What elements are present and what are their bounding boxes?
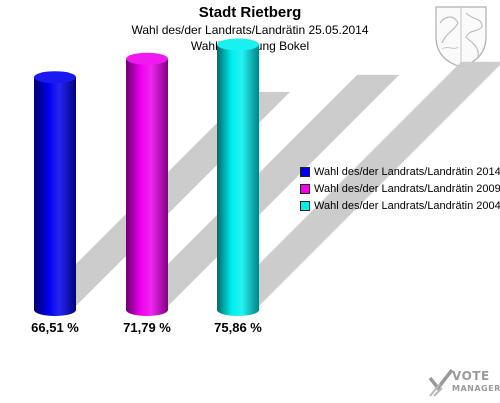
legend-swatch-0 xyxy=(300,167,310,177)
bar-body-1 xyxy=(126,58,168,317)
chart-bars xyxy=(34,38,259,317)
bar-top-0 xyxy=(34,71,76,84)
legend-label-2: Wahl des/der Landrats/Landrätin 2004 xyxy=(314,200,500,212)
legend-item-2: Wahl des/der Landrats/Landrätin 2004 xyxy=(300,198,500,214)
bar-shadow-2 xyxy=(217,61,500,306)
chart-title: Stadt Rietberg xyxy=(198,4,302,21)
bar-1 xyxy=(126,52,168,317)
chart-subtitle: Wahl des/der Landrats/Landrätin 25.05.20… xyxy=(131,23,369,37)
legend-item-0: Wahl des/der Landrats/Landrätin 2014 xyxy=(300,164,500,180)
coat-of-arms-icon xyxy=(435,6,487,68)
bar-body-0 xyxy=(34,77,76,316)
chart-data-labels: 66,51 % 71,79 % 75,86 % xyxy=(31,320,262,335)
brand-line-1: VOTE xyxy=(452,369,490,383)
legend-swatch-1 xyxy=(300,184,310,194)
vote-manager-logo-icon xyxy=(428,368,454,397)
legend-swatch-2 xyxy=(300,201,310,211)
bar-top-1 xyxy=(126,52,168,65)
bar-shadow-1 xyxy=(126,74,400,306)
legend-item-1: Wahl des/der Landrats/Landrätin 2009 xyxy=(300,181,500,197)
bar-2 xyxy=(217,38,259,317)
vote-manager-logo: VOTE MANAGER xyxy=(428,366,500,398)
bar-top-2 xyxy=(217,38,259,51)
legend-label-1: Wahl des/der Landrats/Landrätin 2009 xyxy=(314,183,500,195)
bar-body-2 xyxy=(217,44,259,317)
chart-legend: Wahl des/der Landrats/Landrätin 2014 Wahl… xyxy=(300,164,500,215)
data-label-0: 66,51 % xyxy=(31,320,79,335)
brand-line-2: MANAGER xyxy=(452,384,500,393)
data-label-2: 75,86 % xyxy=(214,320,262,335)
bar-0 xyxy=(34,71,76,316)
data-label-1: 71,79 % xyxy=(123,320,171,335)
legend-label-0: Wahl des/der Landrats/Landrätin 2014 xyxy=(314,166,500,178)
